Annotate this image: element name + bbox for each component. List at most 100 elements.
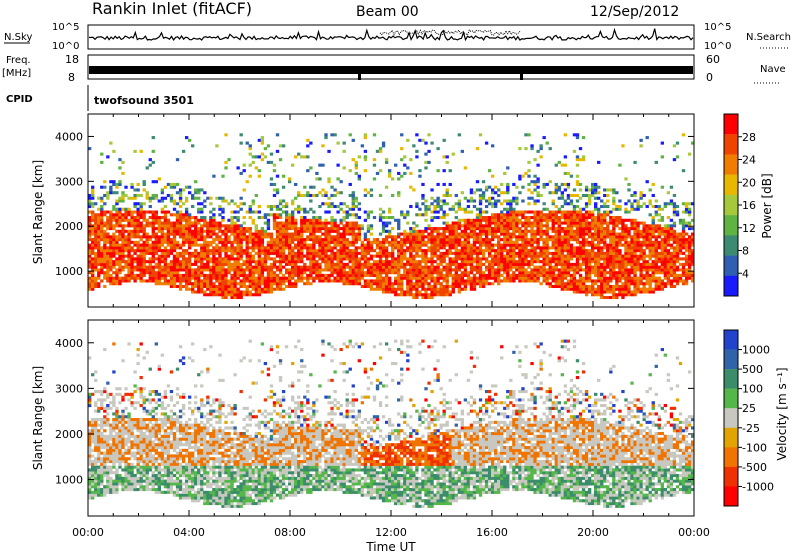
heatmap-cell bbox=[360, 144, 365, 148]
heatmap-cell bbox=[509, 279, 513, 283]
heatmap-cell bbox=[575, 268, 580, 272]
heatmap-cell bbox=[218, 293, 222, 297]
heatmap-cell bbox=[297, 238, 301, 242]
heatmap-cell bbox=[115, 185, 119, 189]
heatmap-cell bbox=[245, 257, 249, 261]
heatmap-cell bbox=[512, 249, 516, 253]
heatmap-cell bbox=[187, 213, 192, 217]
heatmap-cell bbox=[363, 273, 368, 277]
heatmap-cell bbox=[115, 273, 119, 277]
heatmap-cell bbox=[197, 202, 201, 206]
heatmap-cell bbox=[209, 240, 213, 244]
heatmap-cell bbox=[91, 279, 95, 283]
heatmap-cell bbox=[578, 290, 583, 294]
heatmap-cell bbox=[97, 273, 101, 277]
heatmap-cell bbox=[442, 221, 446, 225]
heatmap-cell bbox=[494, 218, 498, 222]
heatmap-cell bbox=[630, 204, 634, 209]
heatmap-cell bbox=[297, 276, 301, 280]
heatmap-cell bbox=[118, 238, 122, 242]
heatmap-cell bbox=[366, 260, 371, 264]
heatmap-cell bbox=[178, 213, 183, 217]
heatmap-cell bbox=[206, 287, 210, 291]
heatmap-cell bbox=[294, 282, 298, 286]
heatmap-cell bbox=[287, 273, 292, 277]
heatmap-cell bbox=[418, 290, 422, 294]
heatmap-cell bbox=[618, 284, 622, 288]
heatmap-cell bbox=[578, 213, 583, 217]
heatmap-cell bbox=[527, 188, 531, 192]
heatmap-cell bbox=[439, 282, 443, 286]
heatmap-cell bbox=[481, 240, 486, 244]
heatmap-cell bbox=[415, 293, 419, 297]
heatmap-cell bbox=[460, 207, 465, 211]
heatmap-cell bbox=[172, 262, 177, 266]
heatmap-cell bbox=[542, 249, 546, 253]
heatmap-cell bbox=[484, 249, 489, 253]
heatmap-cell bbox=[142, 229, 146, 233]
heatmap-cell bbox=[403, 235, 407, 239]
heatmap-cell bbox=[354, 216, 358, 220]
heatmap-cell bbox=[160, 268, 165, 272]
heatmap-cell bbox=[203, 284, 207, 288]
heatmap-cell bbox=[478, 216, 483, 220]
heatmap-cell bbox=[448, 243, 452, 247]
heatmap-cell bbox=[594, 268, 598, 272]
heatmap-cell bbox=[197, 290, 201, 294]
heatmap-cell bbox=[551, 202, 555, 206]
heatmap-cell bbox=[236, 273, 240, 277]
heatmap-cell bbox=[109, 218, 113, 222]
heatmap-cell bbox=[206, 265, 210, 269]
heatmap-cell bbox=[572, 229, 577, 233]
heatmap-cell bbox=[518, 221, 522, 225]
heatmap-cell bbox=[157, 279, 162, 283]
heatmap-cell bbox=[109, 221, 113, 225]
heatmap-cell bbox=[409, 204, 413, 209]
heatmap-cell bbox=[609, 221, 613, 225]
heatmap-cell bbox=[563, 188, 568, 192]
heatmap-cell bbox=[287, 227, 292, 231]
heatmap-cell bbox=[181, 262, 186, 266]
heatmap-cell bbox=[603, 246, 607, 250]
heatmap-cell bbox=[324, 224, 328, 228]
heatmap-cell bbox=[339, 249, 343, 253]
heatmap-cell bbox=[209, 243, 213, 247]
heatmap-cell bbox=[275, 188, 280, 192]
heatmap-cell bbox=[360, 271, 365, 275]
heatmap-cell bbox=[484, 224, 489, 228]
heatmap-cell bbox=[497, 276, 501, 280]
heatmap-cell bbox=[366, 271, 371, 275]
heatmap-cell bbox=[275, 174, 280, 178]
heatmap-cell bbox=[284, 235, 289, 239]
heatmap-cell bbox=[306, 282, 310, 286]
heatmap-cell bbox=[391, 290, 395, 294]
heatmap-cell bbox=[209, 273, 213, 277]
heatmap-cell bbox=[306, 138, 310, 142]
heatmap-cell bbox=[569, 213, 574, 217]
heatmap-cell bbox=[239, 254, 243, 258]
heatmap-cell bbox=[475, 235, 480, 239]
heatmap-cell bbox=[306, 238, 310, 242]
heatmap-cell bbox=[187, 282, 192, 286]
heatmap-cell bbox=[542, 254, 546, 258]
heatmap-cell bbox=[387, 240, 392, 244]
heatmap-cell bbox=[354, 163, 358, 167]
heatmap-cell bbox=[224, 257, 228, 261]
heatmap-cell bbox=[506, 221, 510, 225]
heatmap-cell bbox=[121, 243, 125, 247]
heatmap-cell bbox=[330, 246, 334, 250]
heatmap-cell bbox=[542, 185, 546, 189]
heatmap-cell bbox=[581, 243, 586, 247]
heatmap-cell bbox=[372, 262, 377, 266]
cpid-value: twofsound 3501 bbox=[94, 94, 194, 107]
heatmap-cell bbox=[124, 273, 128, 277]
heatmap-cell bbox=[369, 279, 374, 283]
heatmap-cell bbox=[139, 210, 143, 214]
heatmap-cell bbox=[557, 254, 561, 258]
heatmap-cell bbox=[509, 257, 513, 261]
heatmap-cell bbox=[409, 268, 413, 272]
heatmap-cell bbox=[424, 279, 428, 283]
heatmap-cell bbox=[148, 221, 152, 225]
heatmap-cell bbox=[527, 224, 531, 228]
heatmap-cell bbox=[575, 204, 580, 209]
